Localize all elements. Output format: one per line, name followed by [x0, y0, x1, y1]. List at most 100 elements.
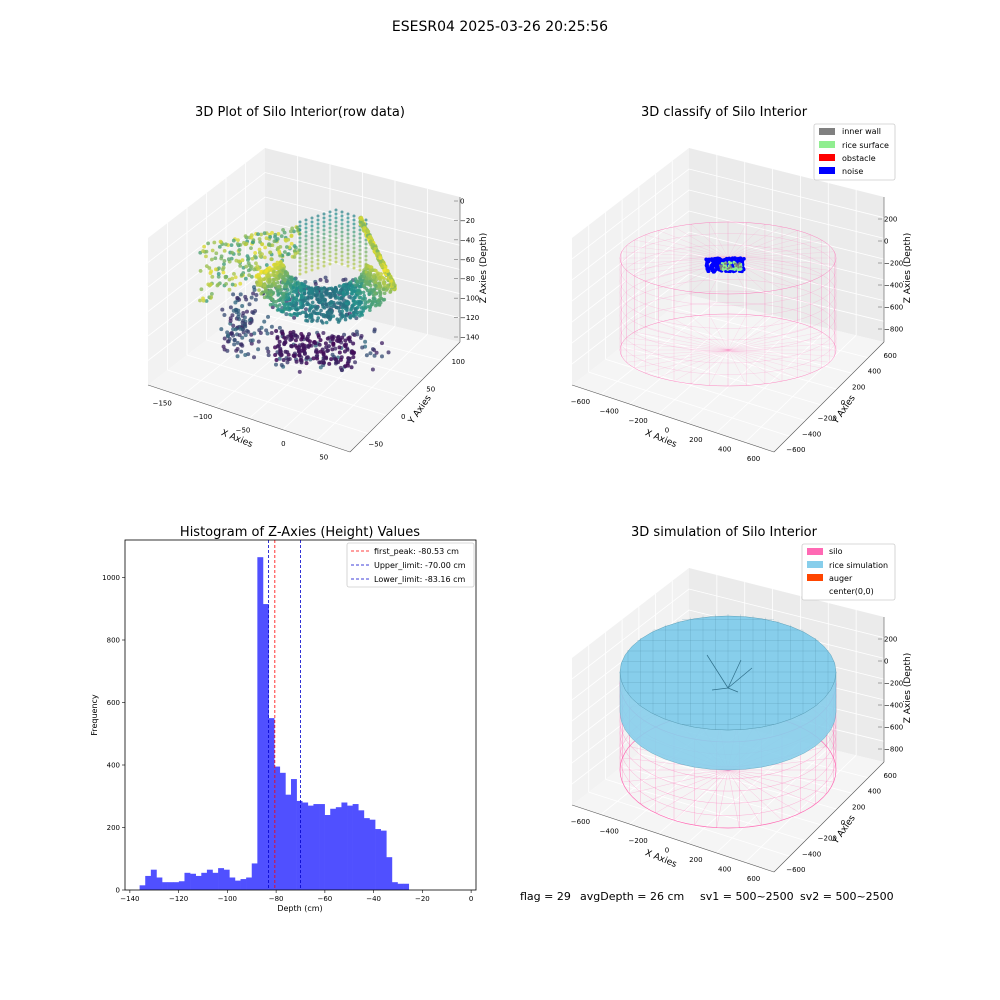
- classify-z-axis-label: Z Axies (Depth): [903, 233, 913, 304]
- raw-point: [241, 311, 246, 316]
- raw-x-tick-label: −50: [236, 427, 251, 435]
- raw-point: [328, 250, 332, 254]
- raw-point: [269, 331, 274, 336]
- raw-point: [295, 293, 300, 298]
- raw-point: [350, 289, 355, 293]
- raw-point: [204, 249, 209, 254]
- raw-z-tick-label: −120: [460, 314, 479, 322]
- simulation-y-tick-label: −400: [802, 850, 821, 858]
- raw-point: [221, 265, 226, 270]
- raw-point: [316, 254, 320, 258]
- raw-point: [292, 277, 297, 281]
- raw-point: [267, 277, 272, 282]
- raw-point: [344, 312, 349, 317]
- histogram-y-tick-label: 200: [107, 824, 120, 832]
- raw-point: [282, 250, 287, 254]
- raw-point: [372, 287, 377, 291]
- raw-point: [367, 273, 372, 278]
- classify-3d-axes-frame: [571, 148, 885, 453]
- silo-spoke: [727, 326, 811, 351]
- raw-point: [380, 275, 385, 280]
- raw-point: [277, 339, 282, 344]
- inner-wall-point: [737, 266, 740, 269]
- raw-point: [368, 305, 373, 309]
- noise-point: [736, 256, 741, 261]
- raw-point: [259, 269, 263, 274]
- classify-x-axis-label: X Axies: [643, 428, 678, 450]
- raw-point: [243, 276, 248, 281]
- raw-point: [230, 313, 235, 318]
- simulation-y-tick-label: −200: [818, 835, 837, 843]
- raw-point: [322, 228, 326, 232]
- raw-y-tick-label: −50: [368, 440, 383, 448]
- raw-point: [253, 308, 258, 313]
- footer-status: flag = 29 avgDepth = 26 cm sv1 = 500~250…: [520, 890, 894, 903]
- raw-point: [288, 306, 292, 311]
- raw-x-tick-label: 0: [281, 440, 285, 448]
- silo-spoke: [673, 349, 729, 382]
- raw-point: [254, 273, 259, 278]
- raw-point: [324, 345, 329, 350]
- raw-point: [281, 300, 285, 304]
- raw-point: [286, 357, 291, 362]
- raw-point: [351, 314, 356, 318]
- raw-point: [298, 256, 302, 260]
- raw-point: [352, 238, 356, 242]
- raw-point: [284, 238, 288, 243]
- simulation-x-tick-label: −600: [571, 818, 590, 826]
- raw-point: [286, 277, 291, 282]
- silo-spoke: [673, 318, 729, 351]
- raw-point: [319, 308, 323, 313]
- raw-point: [235, 296, 240, 301]
- simulation-z-tick-label: −400: [884, 702, 903, 710]
- raw-point: [304, 218, 308, 222]
- raw-point: [277, 343, 282, 348]
- raw-point: [353, 301, 357, 305]
- grid-line: [316, 333, 428, 442]
- raw-point: [303, 279, 308, 284]
- simulation-rice-surface: [619, 614, 837, 771]
- raw-point: [219, 327, 224, 332]
- raw-point: [242, 323, 247, 328]
- raw-point: [316, 242, 320, 246]
- raw-point: [273, 235, 277, 239]
- legend-label-upper-limit: Upper_limit: -70.00 cm: [374, 561, 466, 570]
- simulation-x-tick-label: 0: [665, 847, 669, 855]
- raw-point: [327, 361, 332, 366]
- raw-point: [333, 289, 338, 294]
- raw-point: [267, 242, 271, 247]
- raw-point: [328, 262, 332, 266]
- raw-point: [370, 347, 375, 352]
- simulation-y-tick-label: 200: [852, 803, 865, 811]
- histogram-bar: [190, 873, 196, 890]
- raw-point: [279, 287, 284, 292]
- raw-point: [298, 224, 302, 228]
- histogram-y-axis-label: Frequency: [90, 694, 99, 736]
- histogram-bar: [386, 857, 393, 890]
- legend-label-silo: silo: [829, 547, 843, 556]
- histogram-bar: [279, 772, 286, 890]
- raw-point: [368, 308, 372, 313]
- raw-point: [257, 247, 262, 252]
- raw-point: [274, 357, 279, 362]
- raw-point: [358, 252, 362, 256]
- raw-point: [298, 285, 302, 290]
- raw-point: [259, 291, 263, 296]
- raw-point: [328, 226, 332, 230]
- raw-point: [340, 238, 344, 242]
- raw-point: [358, 256, 362, 260]
- raw-point: [352, 246, 356, 250]
- raw-point: [316, 238, 320, 242]
- raw-point: [270, 230, 274, 235]
- raw-point: [246, 256, 251, 261]
- raw-point: [256, 232, 260, 237]
- simulation-y-tick-label: 400: [868, 788, 881, 796]
- raw-point: [263, 276, 268, 281]
- classify-y-tick-label: 600: [883, 352, 896, 360]
- histogram-bar: [375, 829, 381, 890]
- raw-point: [313, 286, 318, 291]
- inner-wall-point: [737, 264, 740, 267]
- raw-point: [322, 252, 326, 256]
- raw-point: [359, 274, 363, 279]
- raw-point: [198, 269, 203, 273]
